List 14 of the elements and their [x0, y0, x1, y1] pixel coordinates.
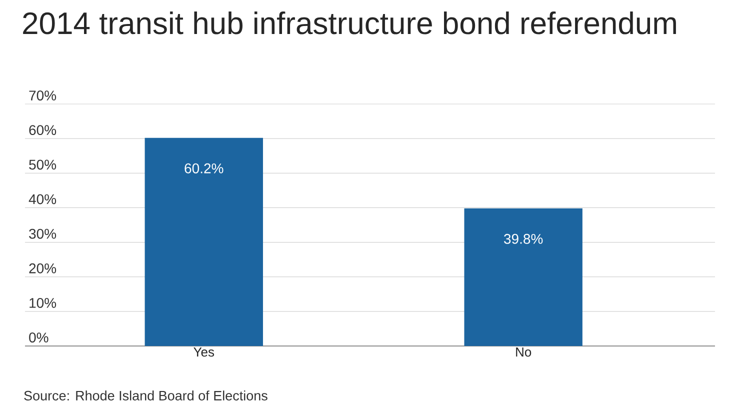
x-tick-label: No [516, 348, 532, 357]
y-tick-label: 20% [29, 263, 56, 274]
y-tick-label: 30% [29, 228, 56, 239]
chart-title: 2014 transit hub infrastructure bond referendum [23, 12, 676, 34]
x-tick-label: Yes [194, 348, 214, 357]
y-tick-label: 40% [28, 194, 56, 204]
y-tick-label: 50% [29, 160, 56, 170]
y-tick-label: 10% [30, 298, 56, 308]
data-label: 60.2% [184, 163, 224, 174]
source-note: Source: Rhode Island Board of Elections [24, 390, 268, 400]
data-label: 39.8% [504, 234, 543, 244]
y-tick-label: 70% [29, 90, 56, 100]
y-tick-label: 60% [29, 125, 56, 136]
y-tick-label: 0% [29, 332, 48, 342]
